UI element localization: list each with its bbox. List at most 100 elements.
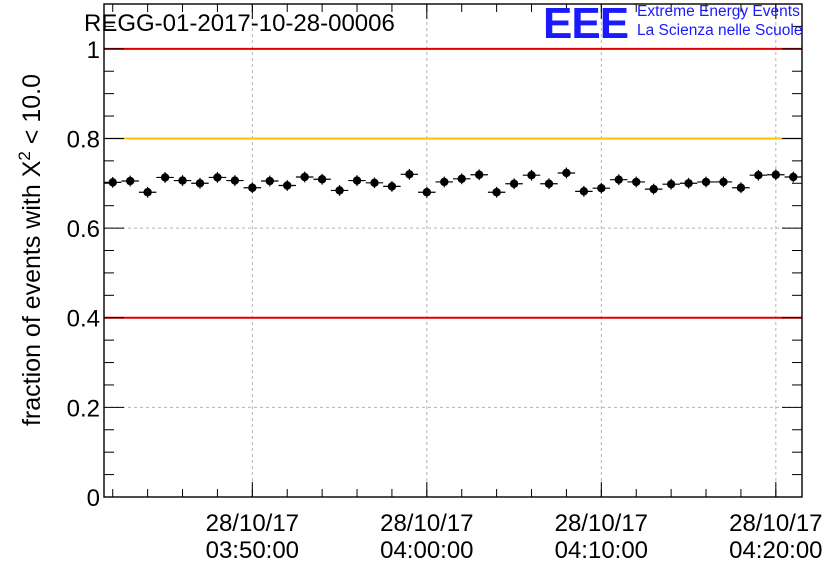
- data-points: [104, 167, 802, 198]
- y-axis-title-superscript: 2: [15, 151, 34, 160]
- data-point: [662, 178, 680, 190]
- data-point: [575, 185, 593, 197]
- data-marker: [789, 172, 798, 182]
- reference-lines: [104, 47, 802, 319]
- tick-labels: 00.20.40.60.8128/10/1703:50:0028/10/1704…: [67, 37, 823, 564]
- data-marker: [771, 170, 781, 179]
- data-point: [278, 180, 296, 191]
- x-tick-time: 04:10:00: [555, 537, 648, 564]
- data-point: [418, 186, 436, 198]
- data-marker: [666, 179, 676, 189]
- data-point: [295, 171, 314, 183]
- x-tick-date: 28/10/17: [555, 510, 648, 537]
- y-tick-label: 0.4: [67, 306, 100, 333]
- data-marker: [422, 188, 432, 197]
- data-marker: [317, 175, 327, 184]
- data-marker: [701, 177, 711, 187]
- data-point: [400, 168, 419, 180]
- data-point: [243, 182, 262, 194]
- data-point: [365, 177, 384, 189]
- data-marker: [474, 170, 484, 179]
- data-point: [226, 175, 244, 186]
- data-marker: [230, 176, 240, 185]
- data-point: [330, 185, 349, 196]
- data-point: [540, 178, 558, 190]
- data-point: [104, 176, 122, 188]
- data-marker: [370, 178, 379, 188]
- data-point: [208, 172, 227, 183]
- data-point: [557, 167, 576, 179]
- data-marker: [248, 183, 257, 192]
- data-marker: [108, 178, 117, 187]
- data-point: [156, 172, 174, 183]
- data-point: [505, 178, 523, 190]
- x-tick-time: 04:00:00: [380, 537, 473, 564]
- data-marker: [300, 172, 309, 182]
- grid-layer: [104, 4, 802, 497]
- data-point: [732, 182, 750, 194]
- x-tick-date: 28/10/17: [729, 510, 822, 537]
- data-marker: [492, 188, 501, 197]
- x-tick-date: 28/10/17: [206, 510, 299, 537]
- data-point: [749, 169, 768, 181]
- eee-logo: EEE: [543, 0, 629, 48]
- x-tick-time: 04:20:00: [729, 537, 822, 564]
- data-point: [173, 175, 192, 186]
- axis-ticks: [104, 4, 802, 498]
- data-point: [592, 182, 611, 194]
- y-tick-label: 1: [87, 37, 100, 64]
- data-marker: [440, 177, 449, 187]
- data-marker: [544, 179, 554, 188]
- data-marker: [649, 184, 658, 194]
- data-marker: [527, 171, 536, 180]
- logo-line-1: Extreme Energy Events: [637, 3, 800, 20]
- x-tick-time: 03:50:00: [206, 537, 299, 564]
- data-marker: [283, 181, 292, 190]
- data-marker: [195, 179, 205, 188]
- data-point: [487, 186, 506, 198]
- data-marker: [754, 171, 763, 180]
- eee-logo-caption: Extreme Energy Events La Scienza nelle S…: [637, 2, 802, 40]
- data-marker: [562, 168, 571, 178]
- data-point: [191, 177, 209, 189]
- data-point: [313, 173, 331, 185]
- data-point: [348, 175, 366, 186]
- data-marker: [579, 187, 589, 196]
- data-marker: [457, 174, 466, 183]
- data-point: [679, 177, 698, 189]
- data-marker: [684, 179, 693, 188]
- data-marker: [143, 188, 152, 197]
- data-marker: [387, 182, 397, 191]
- y-tick-label: 0.6: [67, 216, 100, 243]
- data-point: [121, 175, 139, 187]
- data-point: [261, 175, 279, 187]
- data-marker: [125, 176, 135, 186]
- run-title: REGG-01-2017-10-28-00006: [84, 10, 395, 37]
- data-point: [522, 169, 541, 181]
- data-marker: [405, 170, 414, 179]
- data-marker: [597, 184, 606, 193]
- data-point: [784, 171, 802, 183]
- data-marker: [265, 176, 274, 186]
- data-point: [453, 173, 471, 185]
- y-tick-label: 0.2: [67, 395, 100, 422]
- plot-frame: [103, 3, 803, 498]
- data-point: [435, 176, 453, 188]
- data-point: [610, 174, 628, 186]
- data-point: [627, 176, 645, 188]
- data-point: [714, 176, 733, 188]
- data-marker: [632, 177, 641, 187]
- x-tick-date: 28/10/17: [380, 510, 473, 537]
- data-point: [383, 181, 401, 192]
- data-point: [470, 169, 488, 181]
- data-marker: [614, 175, 623, 184]
- data-marker: [178, 176, 187, 185]
- data-marker: [719, 177, 728, 187]
- data-marker: [160, 173, 170, 182]
- data-marker: [352, 176, 362, 185]
- y-axis-title: fraction of events with X2 < 10.0: [15, 74, 46, 426]
- data-point: [138, 186, 157, 198]
- data-point: [767, 169, 785, 181]
- data-point: [697, 176, 715, 188]
